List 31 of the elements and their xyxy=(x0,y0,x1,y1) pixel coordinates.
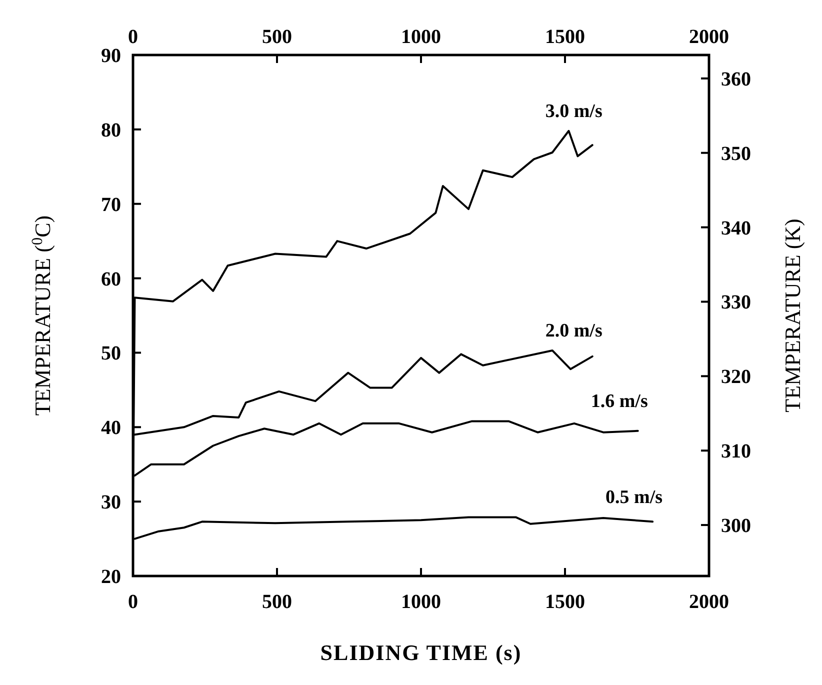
y2-tick-label: 300 xyxy=(721,515,751,538)
y-tick-label: 30 xyxy=(101,492,121,514)
y-tick-label: 20 xyxy=(101,566,121,588)
x2-tick-label: 2000 xyxy=(689,591,729,613)
y2-tick-label: 360 xyxy=(721,68,751,90)
y2-tick-label: 320 xyxy=(721,366,751,388)
y2-tick-label: 340 xyxy=(721,217,751,240)
x2-tick-label: 1500 xyxy=(545,591,585,613)
x-tick-label: 1000 xyxy=(401,26,441,48)
y-tick-label: 60 xyxy=(101,268,121,290)
y2-tick-label: 350 xyxy=(721,142,751,165)
y2-axis-title: TEMPERATURE (K) xyxy=(780,218,805,412)
y-tick-label: 40 xyxy=(101,417,121,440)
y-tick-label: 70 xyxy=(101,194,121,216)
x-tick-label: 0 xyxy=(128,26,138,48)
x2-tick-label: 500 xyxy=(262,591,292,613)
series-label: 1.6 m/s xyxy=(590,391,648,412)
x-axis-title: SLIDING TIME (s) xyxy=(320,640,522,665)
y-tick-label: 80 xyxy=(101,119,121,142)
y2-tick-label: 310 xyxy=(721,440,751,463)
y-tick-label: 50 xyxy=(101,342,121,365)
x-tick-label: 2000 xyxy=(689,26,729,48)
x2-tick-label: 0 xyxy=(128,591,138,613)
series-label: 2.0 m/s xyxy=(545,320,602,342)
x-tick-label: 500 xyxy=(262,26,292,48)
series-label: 0.5 m/s xyxy=(606,487,663,508)
series-label: 3.0 m/s xyxy=(545,100,602,122)
x2-tick-label: 1000 xyxy=(401,591,441,613)
x-tick-label: 1500 xyxy=(545,26,585,48)
y2-tick-label: 330 xyxy=(721,292,751,314)
y-tick-label: 90 xyxy=(101,45,121,67)
